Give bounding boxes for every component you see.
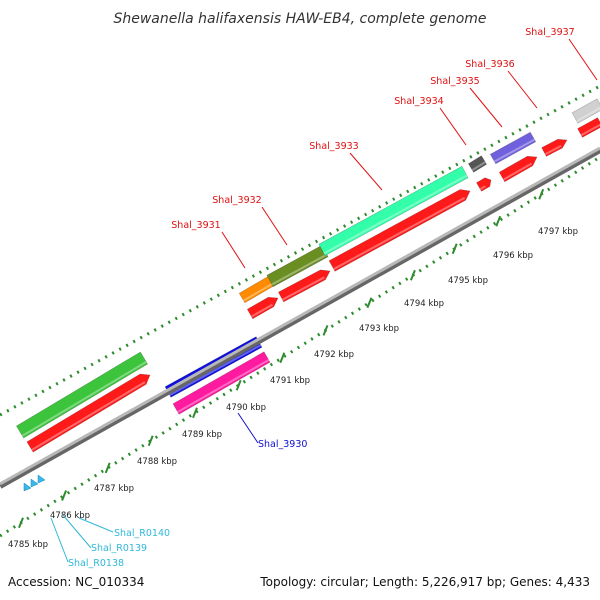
gene-label: Shal_3930 — [258, 439, 307, 450]
inner-dotted-ring — [0, 155, 600, 538]
gene-box-red-1-highlight — [31, 381, 146, 451]
gene-box-lightgray-highlight — [576, 106, 600, 122]
gene-label: Shal_R0139 — [91, 543, 147, 554]
major-tick-6 — [235, 379, 242, 391]
gene-leader-line — [261, 206, 288, 246]
gene-box-red-6 — [498, 155, 538, 183]
gene-box-lightgray — [571, 98, 600, 124]
gene-leader-line — [221, 231, 246, 269]
gene-label: Shal_R0138 — [68, 558, 124, 569]
gene-label: Shal_3931 — [171, 220, 220, 231]
gene-box-red-3-highlight — [281, 276, 325, 301]
gene-label: Shal_3934 — [394, 96, 443, 107]
tick-label: 4792 kbp — [314, 350, 354, 360]
tick-label: 4785 kbp — [8, 540, 48, 550]
major-tick-1 — [18, 517, 24, 529]
gene-box-olive-highlight — [271, 253, 328, 286]
gene-box-mint-highlight — [323, 174, 468, 255]
tick-label: 4788 kbp — [137, 457, 177, 467]
backbone — [0, 146, 600, 486]
gene-label: Shal_R0140 — [114, 528, 170, 539]
tick-label: 4791 kbp — [270, 376, 310, 386]
gene-box-green — [15, 351, 149, 439]
gene-box-mint — [318, 165, 469, 257]
tick-label: 4789 kbp — [182, 430, 222, 440]
gene-box-red-5 — [476, 177, 492, 192]
gene-box-pink — [172, 351, 271, 415]
gene-leader-line — [349, 152, 383, 191]
gene-box-red-2 — [246, 296, 279, 320]
gene-box-orange-highlight — [242, 281, 276, 302]
gene-leader-line — [78, 517, 114, 533]
tick-label: 4790 kbp — [226, 403, 266, 413]
map-title: Shewanella halifaxensis HAW-EB4, complet… — [113, 11, 486, 27]
gene-leader-line — [50, 517, 69, 563]
accession-text: Accession: NC_010334 — [8, 575, 144, 589]
tick-label: 4797 kbp — [538, 227, 578, 237]
ticks-layer: 4785 kbp 4786 kbp 4787 kbp 4788 kbp 4789 kbp… — [8, 188, 578, 550]
gene-box-red-2-highlight — [251, 303, 273, 318]
gene-label: Shal_3933 — [309, 141, 358, 152]
gene-label: Shal_3937 — [525, 27, 574, 38]
rrna-arrow-1 — [23, 482, 32, 492]
labels-layer: Shal_3931 Shal_3932 Shal_3933 Shal_3934 Shal… — [50, 27, 598, 569]
rrna-arrow-2 — [30, 478, 39, 488]
gene-box-purple-highlight — [493, 138, 535, 163]
major-tick-5 — [192, 407, 198, 419]
gene-box-red-6-highlight — [503, 162, 532, 181]
gene-box-red-4-highlight — [333, 197, 466, 270]
genes-layer — [15, 98, 600, 492]
gene-leader-line — [62, 514, 92, 549]
gene-leader-line — [568, 38, 598, 81]
tick-label: 4795 kbp — [448, 276, 488, 286]
gene-box-red-1 — [26, 373, 151, 453]
major-tick-3 — [104, 462, 111, 474]
gene-box-red-5-highlight — [479, 185, 486, 191]
gene-label: Shal_3932 — [212, 195, 261, 206]
major-tick-10 — [409, 269, 416, 281]
tick-label: 4787 kbp — [94, 484, 134, 494]
major-tick-7 — [279, 352, 286, 364]
tick-label: 4796 kbp — [493, 251, 533, 261]
gene-leader-line — [469, 87, 503, 128]
gene-leader-line — [237, 412, 259, 444]
major-tick-4 — [147, 435, 154, 447]
gene-label: Shal_3936 — [465, 59, 514, 70]
tick-label: 4786 kbp — [50, 511, 90, 521]
major-tick-13 — [538, 188, 545, 200]
gene-box-gray-highlight — [471, 161, 486, 171]
gene-box-red-8 — [577, 117, 600, 138]
gene-box-red-7 — [541, 138, 568, 157]
tick-label: 4794 kbp — [404, 299, 444, 309]
gene-box-purple — [489, 131, 537, 165]
gene-box-red-3 — [277, 269, 331, 303]
gene-box-red-7-highlight — [544, 145, 562, 156]
gene-box-gray — [467, 155, 488, 173]
backbone-shadow — [0, 147, 600, 489]
major-tick-2 — [61, 490, 68, 501]
major-tick-8 — [322, 325, 329, 336]
gene-box-red-8-highlight — [580, 123, 600, 137]
major-tick-11 — [451, 243, 458, 255]
gene-label: Shal_3935 — [430, 76, 479, 87]
major-tick-12 — [495, 215, 502, 227]
major-tick-9 — [366, 297, 373, 309]
gene-box-pink-highlight — [177, 359, 270, 413]
gene-box-blue-highlight — [169, 344, 262, 396]
gene-box-red-4 — [328, 189, 471, 272]
gene-leader-line — [439, 107, 467, 146]
genome-summary-text: Topology: circular; Length: 5,226,917 bp… — [259, 575, 590, 589]
tick-label: 4793 kbp — [359, 324, 399, 334]
rrna-arrow-3 — [37, 474, 46, 484]
gene-box-green-highlight — [21, 361, 147, 437]
gene-leader-line — [507, 70, 538, 109]
